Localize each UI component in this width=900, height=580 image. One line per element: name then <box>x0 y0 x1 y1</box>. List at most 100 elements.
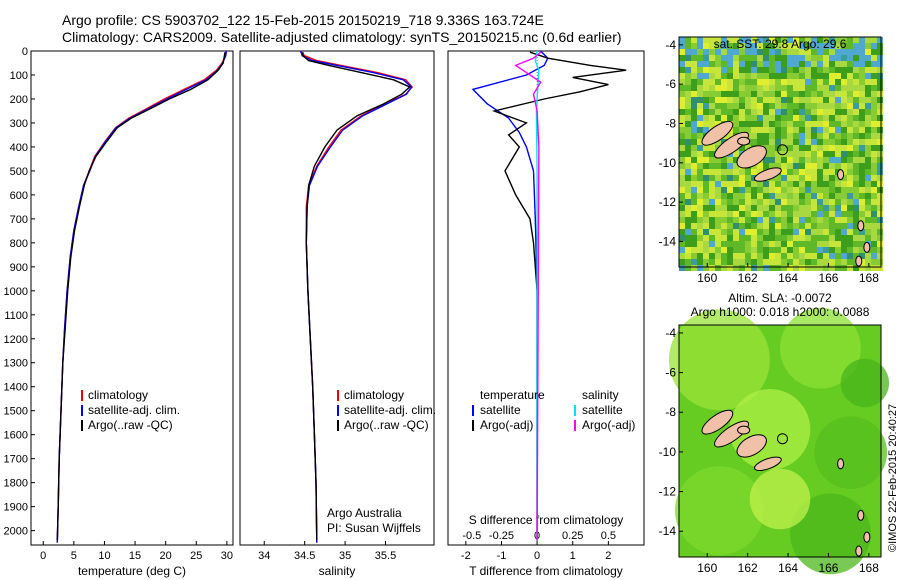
sst-cell <box>685 187 691 193</box>
sst-cell <box>727 55 733 61</box>
sst-cell <box>811 157 817 163</box>
sst-cell <box>859 235 865 241</box>
sst-cell <box>853 121 859 127</box>
sst-cell <box>709 73 715 79</box>
sst-cell <box>691 205 697 211</box>
sst-cell <box>691 85 697 91</box>
sst-cell <box>751 121 757 127</box>
sst-cell <box>709 181 715 187</box>
sst-cell <box>805 97 811 103</box>
sst-cell <box>715 67 721 73</box>
sst-cell <box>697 109 703 115</box>
sst-cell <box>781 121 787 127</box>
sst-cell <box>799 175 805 181</box>
sst-cell <box>841 43 847 49</box>
sst-cell <box>757 127 763 133</box>
sst-cell <box>709 61 715 67</box>
sst-cell <box>799 157 805 163</box>
sst-cell <box>787 229 793 235</box>
plot-frame-difference-profile <box>447 50 645 546</box>
sst-cell <box>751 97 757 103</box>
sst-cell <box>775 43 781 49</box>
x-tick-label: 1 <box>570 550 576 562</box>
sst-cell <box>739 91 745 97</box>
sst-cell <box>709 85 715 91</box>
sst-cell <box>811 133 817 139</box>
sst-cell <box>805 127 811 133</box>
sst-cell <box>799 247 805 253</box>
sst-cell <box>697 157 703 163</box>
sst-cell <box>859 187 865 193</box>
sst-cell <box>709 259 715 265</box>
sst-cell <box>823 67 829 73</box>
map-y-tick-label: -8 <box>665 405 676 419</box>
sst-cell <box>775 37 781 43</box>
sst-cell <box>847 91 853 97</box>
sst-cell <box>847 109 853 115</box>
sst-cell <box>877 37 883 43</box>
sst-cell <box>787 169 793 175</box>
sst-cell <box>847 103 853 109</box>
sst-cell <box>853 43 859 49</box>
sst-cell <box>679 61 685 67</box>
island-shape <box>736 434 767 458</box>
sst-cell <box>799 241 805 247</box>
sst-cell <box>679 157 685 163</box>
sst-cell <box>781 157 787 163</box>
sst-cell <box>739 67 745 73</box>
sst-cell <box>805 145 811 151</box>
x-tick-label: 0 <box>534 550 540 562</box>
sst-cell <box>727 175 733 181</box>
sla-blob <box>674 466 764 556</box>
sst-cell <box>793 109 799 115</box>
sst-cell <box>871 85 877 91</box>
sst-cell <box>829 121 835 127</box>
sst-cell <box>757 259 763 265</box>
sst-cell <box>853 211 859 217</box>
sst-cell <box>829 199 835 205</box>
sst-cell <box>721 115 727 121</box>
sst-cell <box>733 91 739 97</box>
sst-cell <box>751 115 757 121</box>
sst-cell <box>715 265 721 271</box>
sst-cell <box>739 121 745 127</box>
sst-cell <box>763 85 769 91</box>
sst-cell <box>865 61 871 67</box>
sst-cell <box>847 73 853 79</box>
sst-cell <box>709 247 715 253</box>
sst-cell <box>853 181 859 187</box>
sst-cell <box>757 241 763 247</box>
sst-cell <box>805 43 811 49</box>
sst-cell <box>721 187 727 193</box>
sst-cell <box>685 139 691 145</box>
sst-cell <box>727 181 733 187</box>
y-tick-label: 800 <box>10 238 28 250</box>
sst-cell <box>781 187 787 193</box>
sst-cell <box>775 175 781 181</box>
sst-cell <box>841 139 847 145</box>
sst-cell <box>769 151 775 157</box>
sst-cell <box>757 253 763 259</box>
sst-cell <box>775 199 781 205</box>
sst-cell <box>817 229 823 235</box>
sst-cell <box>835 115 841 121</box>
sst-cell <box>679 91 685 97</box>
sst-cell <box>835 187 841 193</box>
sst-cell <box>691 253 697 259</box>
sst-cell <box>745 265 751 271</box>
sst-cell <box>721 181 727 187</box>
sst-cell <box>679 229 685 235</box>
sst-cell <box>769 73 775 79</box>
sst-cell <box>859 103 865 109</box>
sst-cell <box>823 229 829 235</box>
sst-cell <box>841 235 847 241</box>
sst-cell <box>877 109 883 115</box>
sst-cell <box>739 73 745 79</box>
sst-cell <box>805 205 811 211</box>
sst-cell <box>829 61 835 67</box>
sst-cell <box>799 37 805 43</box>
sst-cell <box>871 229 877 235</box>
sst-cell <box>877 139 883 145</box>
x-tick-label: 34.5 <box>294 550 315 562</box>
y-tick-label: 1300 <box>4 358 28 370</box>
